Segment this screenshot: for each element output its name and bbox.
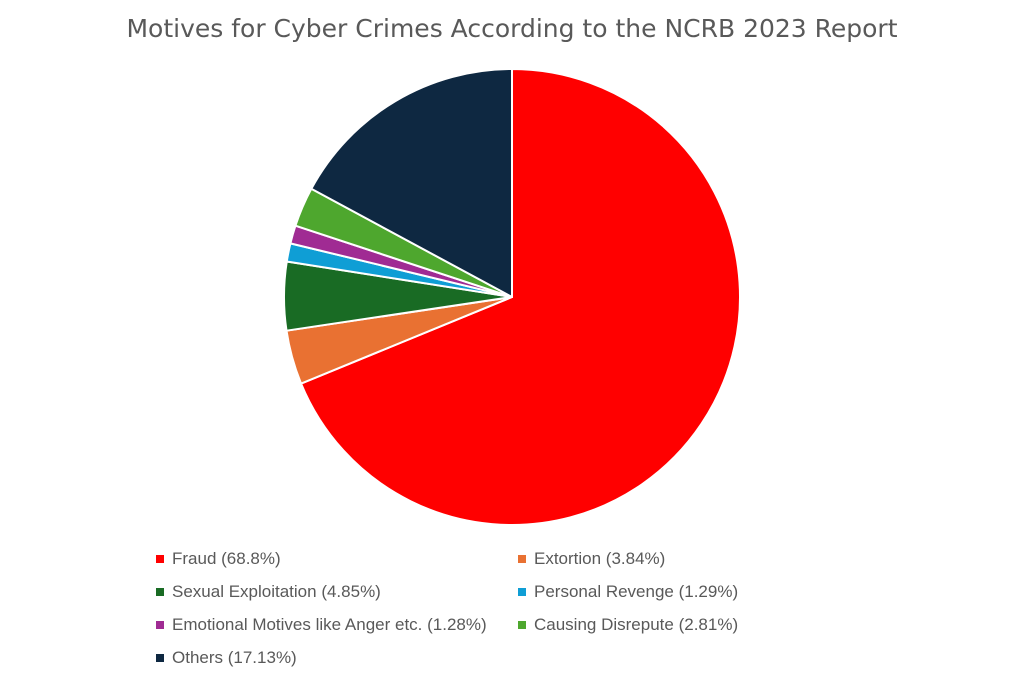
- legend-item: Others (17.13%): [156, 648, 297, 668]
- legend-label: Extortion (3.84%): [534, 549, 666, 568]
- legend-item: Fraud (68.8%): [156, 549, 281, 569]
- legend-item: Emotional Motives like Anger etc. (1.28%…: [156, 615, 487, 635]
- legend-item: Extortion (3.84%): [518, 549, 665, 569]
- legend-swatch: [156, 555, 164, 563]
- legend-label: Sexual Exploitation (4.85%): [172, 582, 381, 601]
- legend-item: Sexual Exploitation (4.85%): [156, 582, 381, 602]
- legend-swatch: [156, 621, 164, 629]
- legend-item: Personal Revenge (1.29%): [518, 582, 738, 602]
- pie-slice-7: [310, 68, 513, 298]
- legend-label: Fraud (68.8%): [172, 549, 281, 568]
- pie-slice-1: [300, 68, 741, 526]
- chart-title: Motives for Cyber Crimes According to th…: [126, 14, 898, 43]
- legend-label: Emotional Motives like Anger etc. (1.28%…: [172, 615, 487, 634]
- legend-item: Causing Disrepute (2.81%): [518, 615, 738, 635]
- legend-label: Causing Disrepute (2.81%): [534, 615, 739, 634]
- legend-swatch: [156, 654, 164, 662]
- legend-swatch: [518, 621, 526, 629]
- legend-label: Personal Revenge (1.29%): [534, 582, 739, 601]
- legend-label: Others (17.13%): [172, 648, 297, 667]
- legend-swatch: [518, 555, 526, 563]
- legend-swatch: [518, 588, 526, 596]
- legend-swatch: [156, 588, 164, 596]
